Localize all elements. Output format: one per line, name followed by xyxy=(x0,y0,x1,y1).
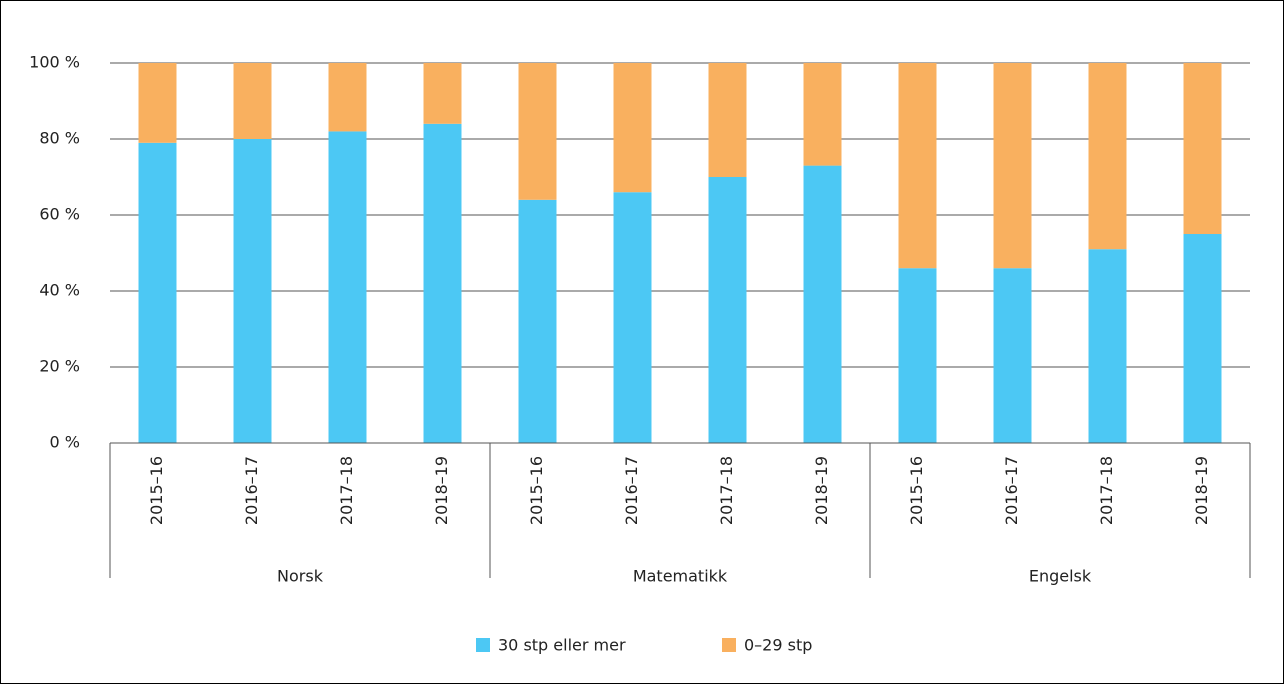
bar-segment xyxy=(613,192,652,443)
group-label: Engelsk xyxy=(1029,567,1092,586)
group-label: Matematikk xyxy=(633,567,728,586)
legend-label: 0–29 stp xyxy=(744,636,812,655)
bar-segment xyxy=(233,139,272,443)
bar-segment xyxy=(138,63,177,143)
x-tick-label: 2018–19 xyxy=(812,456,831,525)
bar-segment xyxy=(803,63,842,166)
x-tick-label: 2015–16 xyxy=(907,456,926,525)
bar-segment xyxy=(518,199,557,443)
bar-segment xyxy=(328,131,367,443)
bar-segment xyxy=(898,268,937,443)
bar-segment xyxy=(1088,249,1127,443)
x-tick-label: 2016–17 xyxy=(1002,456,1021,525)
x-tick-label: 2018–19 xyxy=(1192,456,1211,525)
y-tick-label: 80 % xyxy=(39,129,80,148)
bar-segment xyxy=(518,63,557,200)
x-tick-label: 2017–18 xyxy=(717,456,736,525)
bar-segment xyxy=(423,63,462,124)
x-tick-label: 2017–18 xyxy=(337,456,356,525)
y-tick-label: 100 % xyxy=(29,53,80,72)
bar-segment xyxy=(233,63,272,139)
x-tick-label: 2018–19 xyxy=(432,456,451,525)
y-tick-label: 60 % xyxy=(39,205,80,224)
group-label: Norsk xyxy=(277,567,324,586)
bar-segment xyxy=(708,63,747,177)
y-tick-label: 40 % xyxy=(39,281,80,300)
y-tick-label: 20 % xyxy=(39,357,80,376)
bar-segment xyxy=(993,63,1032,269)
bar-segment xyxy=(423,123,462,444)
bar-segment xyxy=(993,268,1032,443)
bar-segment xyxy=(1183,234,1222,443)
bar-segment xyxy=(708,177,747,443)
y-tick-label: 0 % xyxy=(50,433,80,452)
x-tick-label: 2016–17 xyxy=(622,456,641,525)
bar-segment xyxy=(803,165,842,443)
legend-swatch xyxy=(722,638,736,652)
bar-segment xyxy=(328,63,367,132)
bar-segment xyxy=(1183,63,1222,234)
x-tick-label: 2016–17 xyxy=(242,456,261,525)
x-tick-label: 2015–16 xyxy=(527,456,546,525)
x-tick-label: 2017–18 xyxy=(1097,456,1116,525)
bar-segment xyxy=(1088,63,1127,250)
legend-swatch xyxy=(476,638,490,652)
x-tick-label: 2015–16 xyxy=(147,456,166,525)
bar-segment xyxy=(613,63,652,193)
legend-label: 30 stp eller mer xyxy=(498,636,626,655)
bar-segment xyxy=(138,142,177,444)
bar-segment xyxy=(898,63,937,269)
